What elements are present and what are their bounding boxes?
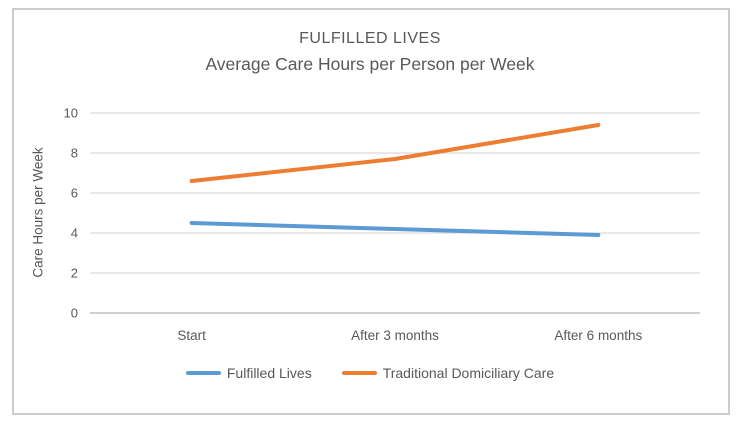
- x-category-label: Start: [177, 328, 206, 343]
- legend-label: Fulfilled Lives: [226, 365, 312, 381]
- legend-label: Traditional Domiciliary Care: [382, 365, 555, 381]
- y-tick-label: 2: [71, 266, 78, 281]
- chart-title: FULFILLED LIVES: [299, 30, 441, 47]
- y-tick-label: 10: [64, 106, 78, 121]
- y-tick-label: 4: [71, 226, 78, 241]
- y-tick-label: 8: [71, 146, 78, 161]
- y-tick-label: 6: [71, 186, 78, 201]
- y-tick-label: 0: [71, 306, 78, 321]
- legend-item-traditional-domiciliary-care: Traditional Domiciliary Care: [341, 365, 555, 381]
- legend-item-fulfilled-lives: Fulfilled Lives: [185, 365, 312, 381]
- x-category-label: After 6 months: [554, 328, 642, 343]
- legend-line-swatch-blue: [185, 371, 221, 375]
- chart-border-frame: [12, 8, 730, 415]
- x-category-label: After 3 months: [351, 328, 439, 343]
- series-line-traditional-domiciliary-care: [189, 123, 601, 183]
- legend: Fulfilled Lives Traditional Domiciliary …: [0, 365, 740, 381]
- legend-line-swatch-orange: [341, 371, 377, 375]
- series-line-fulfilled-lives: [189, 221, 601, 237]
- chart-subtitle: Average Care Hours per Person per Week: [205, 54, 535, 74]
